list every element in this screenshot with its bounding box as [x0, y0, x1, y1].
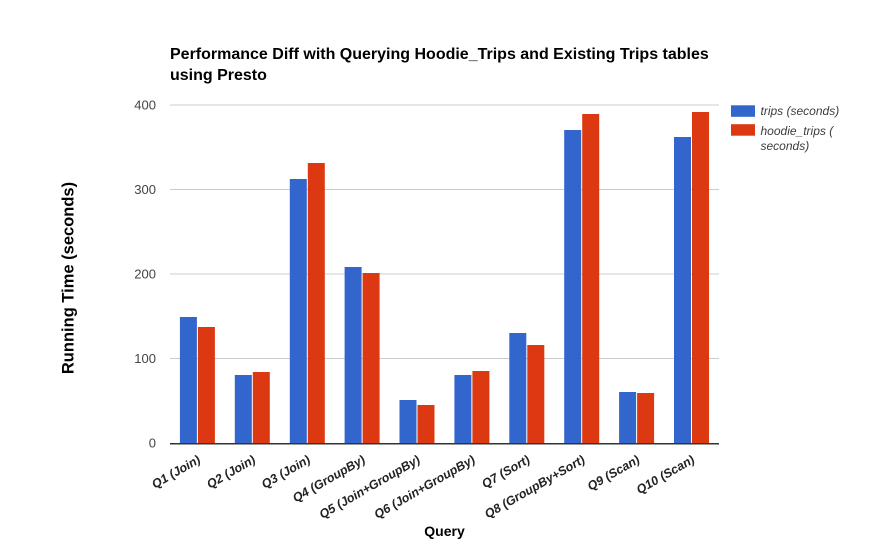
svg-text:0: 0 — [149, 436, 156, 451]
svg-text:hoodie_trips (: hoodie_trips ( — [761, 124, 836, 138]
svg-text:Performance Diff with Querying: Performance Diff with Querying Hoodie_Tr… — [170, 46, 709, 63]
svg-text:400: 400 — [134, 98, 156, 113]
svg-text:200: 200 — [134, 267, 156, 282]
svg-text:Query: Query — [424, 523, 465, 539]
svg-text:Running Time (seconds): Running Time (seconds) — [60, 182, 78, 374]
svg-text:using Presto: using Presto — [170, 67, 267, 84]
svg-text:trips (seconds): trips (seconds) — [761, 104, 840, 118]
svg-text:seconds): seconds) — [761, 139, 810, 153]
svg-text:100: 100 — [134, 351, 156, 366]
svg-text:300: 300 — [134, 182, 156, 197]
